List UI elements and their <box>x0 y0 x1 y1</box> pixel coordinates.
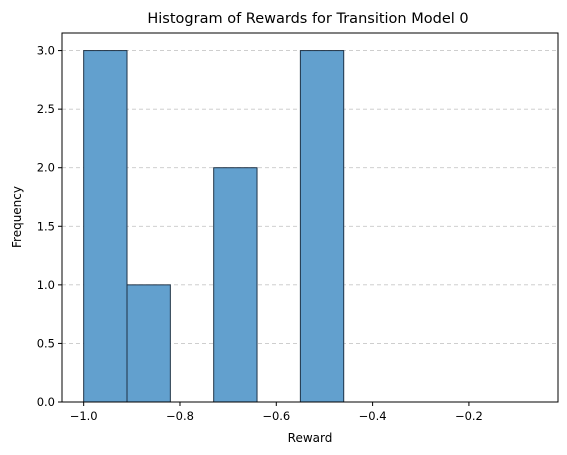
x-tick-label-2: −0.6 <box>262 409 290 423</box>
bars <box>83 50 345 403</box>
y-tick-label-6: 3.0 <box>37 44 55 58</box>
y-tick-label-3: 1.5 <box>37 219 55 233</box>
chart-title: Histogram of Rewards for Transition Mode… <box>147 11 468 27</box>
x-axis-ticks: −1.0 −0.8 −0.6 −0.4 −0.2 <box>70 402 483 423</box>
x-tick-label-3: −0.4 <box>359 409 387 423</box>
y-tick-label-0: 0.0 <box>37 395 55 409</box>
y-tick-label-5: 2.5 <box>37 102 55 116</box>
y-tick-label-2: 1.0 <box>37 278 55 292</box>
histogram-bar-0 <box>83 50 128 403</box>
y-tick-label-4: 2.0 <box>37 161 55 175</box>
x-tick-label-0: −1.0 <box>70 409 98 423</box>
plot-frame <box>61 32 559 403</box>
y-axis-label: Frequency <box>10 186 24 248</box>
histogram-bar-5 <box>299 50 345 403</box>
y-tick-label-1: 0.5 <box>37 336 55 350</box>
x-axis-label: Reward <box>288 431 333 445</box>
x-tick-label-1: −0.8 <box>166 409 194 423</box>
y-axis-ticks: 0.0 0.5 1.0 1.5 2.0 2.5 3.0 <box>37 44 62 409</box>
histogram-bar-1 <box>126 284 171 403</box>
histogram-bar-3 <box>213 167 258 403</box>
x-tick-label-4: −0.2 <box>455 409 483 423</box>
